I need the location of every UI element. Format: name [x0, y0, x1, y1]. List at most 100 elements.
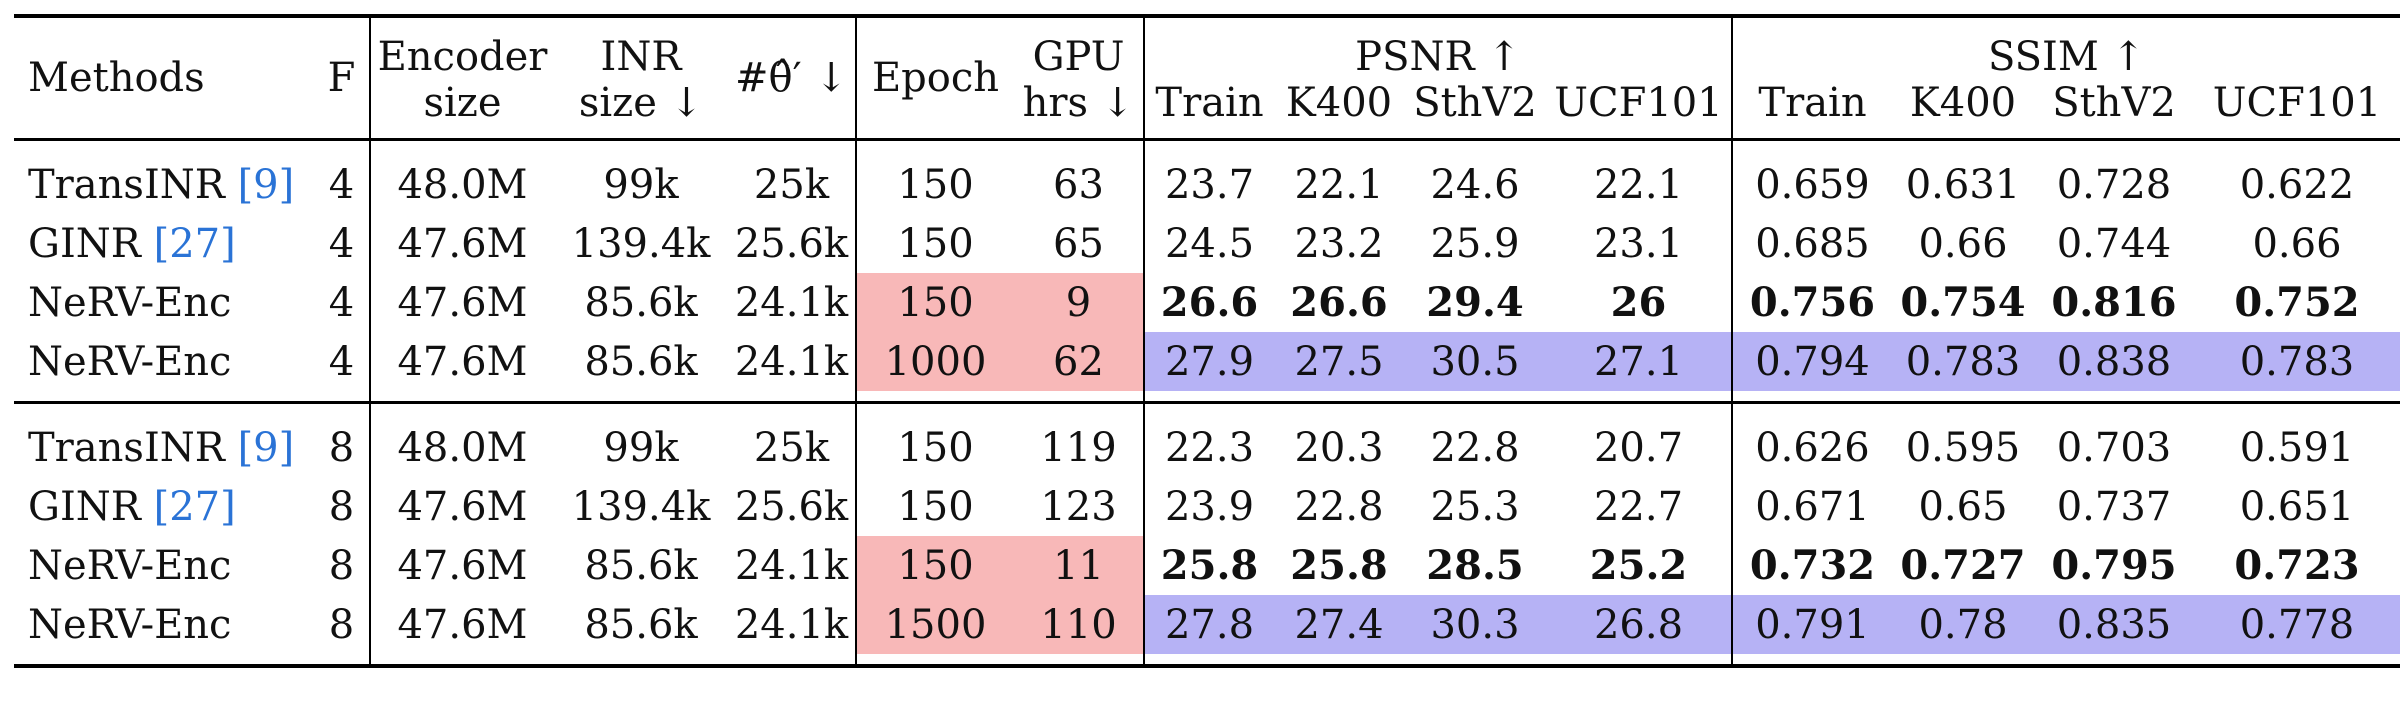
citation-link[interactable]: [27]	[153, 220, 236, 267]
inr-size-cell: 85.6k	[584, 601, 698, 648]
psnr-train-cell: 23.9	[1143, 477, 1274, 536]
psnr-k400-cell: 22.8	[1294, 483, 1384, 530]
header-inr-size-line2: size ↓	[578, 80, 704, 126]
header-ssim-sthv2: SthV2	[2052, 80, 2176, 126]
ssim-ucf101-cell: 0.622	[2239, 161, 2355, 208]
header-ssim-k400: K400	[1909, 80, 2017, 126]
psnr-ucf101-cell: 26.8	[1546, 595, 1732, 654]
ssim-sthv2-cell: 0.703	[2056, 424, 2172, 471]
gpu-hrs-cell: 119	[1040, 424, 1117, 471]
method-cell: NeRV-Enc	[14, 536, 314, 595]
psnr-sthv2-cell: 28.5	[1426, 542, 1524, 589]
method-name: TransINR	[28, 424, 238, 471]
psnr-k400-cell: 20.3	[1294, 424, 1384, 471]
header-row-1: Methods F Encoder INR #θ̂′ ↓ Epoch GPU P…	[14, 18, 2400, 140]
psnr-ucf101-cell: 22.1	[1593, 161, 1684, 208]
gpu-hrs-cell: 62	[1014, 332, 1144, 391]
psnr-ucf101-cell: 25.2	[1589, 542, 1688, 589]
gpu-hrs-cell: 110	[1014, 595, 1144, 654]
theta-cell: 25.6k	[734, 483, 849, 530]
header-encoder-size-line1: Encoder	[369, 18, 554, 80]
encoder-size-cell: 47.6M	[369, 332, 554, 391]
inr-size-cell: 99k	[603, 424, 679, 471]
header-f: F	[327, 55, 356, 101]
inr-size-cell: 139.4k	[571, 483, 711, 530]
ssim-sthv2-cell: 0.795	[2051, 542, 2177, 589]
f-cell: 8	[328, 542, 355, 589]
psnr-ucf101-cell: 23.1	[1593, 220, 1684, 267]
citation-link[interactable]: [9]	[237, 161, 295, 208]
method-cell: TransINR [9]	[14, 155, 314, 214]
psnr-ucf101-cell: 22.7	[1593, 483, 1684, 530]
header-inr-size-line1: INR	[600, 34, 682, 80]
epoch-cell: 150	[855, 418, 1014, 477]
ssim-ucf101-cell: 0.783	[2194, 332, 2400, 391]
method-name: NeRV-Enc	[28, 279, 232, 326]
psnr-ucf101-cell: 27.1	[1546, 332, 1732, 391]
ssim-sthv2-cell: 0.728	[2056, 161, 2172, 208]
psnr-train-cell: 27.9	[1143, 332, 1274, 391]
f-cell: 8	[328, 601, 355, 648]
gpu-hrs-cell: 65	[1053, 220, 1104, 267]
inr-size-cell: 85.6k	[584, 542, 698, 589]
epoch-cell: 150	[855, 273, 1014, 332]
f-cell: 8	[328, 483, 355, 530]
epoch-cell: 150	[855, 155, 1014, 214]
encoder-size-cell: 47.6M	[369, 214, 554, 273]
method-name: TransINR	[28, 161, 238, 208]
theta-cell: 25k	[753, 424, 830, 471]
method-cell: NeRV-Enc	[14, 332, 314, 391]
table-row: GINR [27] 8 47.6M 139.4k 25.6k 150 123 23.9 22.8…	[14, 477, 2400, 536]
gpu-hrs-cell: 11	[1014, 536, 1144, 595]
ssim-train-cell: 0.671	[1731, 477, 1892, 536]
header-gpu-line2: hrs ↓	[1022, 80, 1135, 126]
encoder-size-cell: 48.0M	[369, 155, 554, 214]
method-name: NeRV-Enc	[28, 542, 232, 589]
header-ssim-train: Train	[1731, 80, 1892, 140]
ssim-k400-cell: 0.754	[1900, 279, 2026, 326]
table-row: NeRV-Enc 8 47.6M 85.6k 24.1k 1500 110 27.8 27.4 3…	[14, 595, 2400, 654]
ssim-train-cell: 0.732	[1731, 536, 1892, 595]
header-row-2: size size ↓ hrs ↓ Train K400 SthV2 UCF10…	[14, 80, 2400, 140]
psnr-sthv2-cell: 25.9	[1430, 220, 1520, 267]
gpu-hrs-cell: 63	[1053, 161, 1104, 208]
results-table-container: Methods F Encoder INR #θ̂′ ↓ Epoch GPU P…	[14, 14, 2400, 670]
psnr-train-cell: 25.8	[1143, 536, 1274, 595]
ssim-ucf101-cell: 0.723	[2234, 542, 2360, 589]
ssim-sthv2-cell: 0.744	[2056, 220, 2172, 267]
method-name: NeRV-Enc	[28, 338, 232, 385]
method-cell: GINR [27]	[14, 214, 314, 273]
citation-link[interactable]: [27]	[153, 483, 236, 530]
header-psnr: PSNR ↑	[1143, 18, 1732, 80]
psnr-ucf101-cell: 26	[1610, 279, 1667, 326]
ssim-sthv2-cell: 0.838	[2034, 332, 2194, 391]
f-cell: 8	[328, 424, 355, 471]
epoch-cell: 150	[855, 214, 1014, 273]
header-psnr-ucf101: UCF101	[1554, 80, 1723, 126]
header-encoder-size-line2: size	[369, 80, 554, 140]
citation-link[interactable]: [9]	[237, 424, 295, 471]
ssim-train-cell: 0.791	[1731, 595, 1892, 654]
ssim-k400-cell: 0.783	[1892, 332, 2034, 391]
theta-cell: 24.1k	[734, 338, 849, 385]
results-table: Methods F Encoder INR #θ̂′ ↓ Epoch GPU P…	[14, 14, 2400, 670]
ssim-ucf101-cell: 0.591	[2239, 424, 2355, 471]
header-ssim-ucf101: UCF101	[2212, 80, 2382, 126]
f-cell: 4	[328, 161, 355, 208]
header-theta: #θ̂′ ↓	[735, 55, 848, 101]
theta-cell: 24.1k	[734, 279, 849, 326]
f-cell: 4	[328, 338, 355, 385]
method-cell: NeRV-Enc	[14, 273, 314, 332]
ssim-train-cell: 0.626	[1731, 418, 1892, 477]
f-cell: 4	[328, 279, 355, 326]
ssim-train-cell: 0.659	[1731, 155, 1892, 214]
table-row: NeRV-Enc 8 47.6M 85.6k 24.1k 150 11 25.8 25.8 28.…	[14, 536, 2400, 595]
theta-cell: 24.1k	[734, 542, 849, 589]
encoder-size-cell: 47.6M	[369, 536, 554, 595]
epoch-cell: 150	[855, 536, 1014, 595]
ssim-k400-cell: 0.631	[1905, 161, 2021, 208]
header-ssim: SSIM ↑	[1731, 18, 2400, 80]
ssim-ucf101-cell: 0.66	[2252, 220, 2342, 267]
method-cell: GINR [27]	[14, 477, 314, 536]
theta-cell: 24.1k	[734, 601, 849, 648]
